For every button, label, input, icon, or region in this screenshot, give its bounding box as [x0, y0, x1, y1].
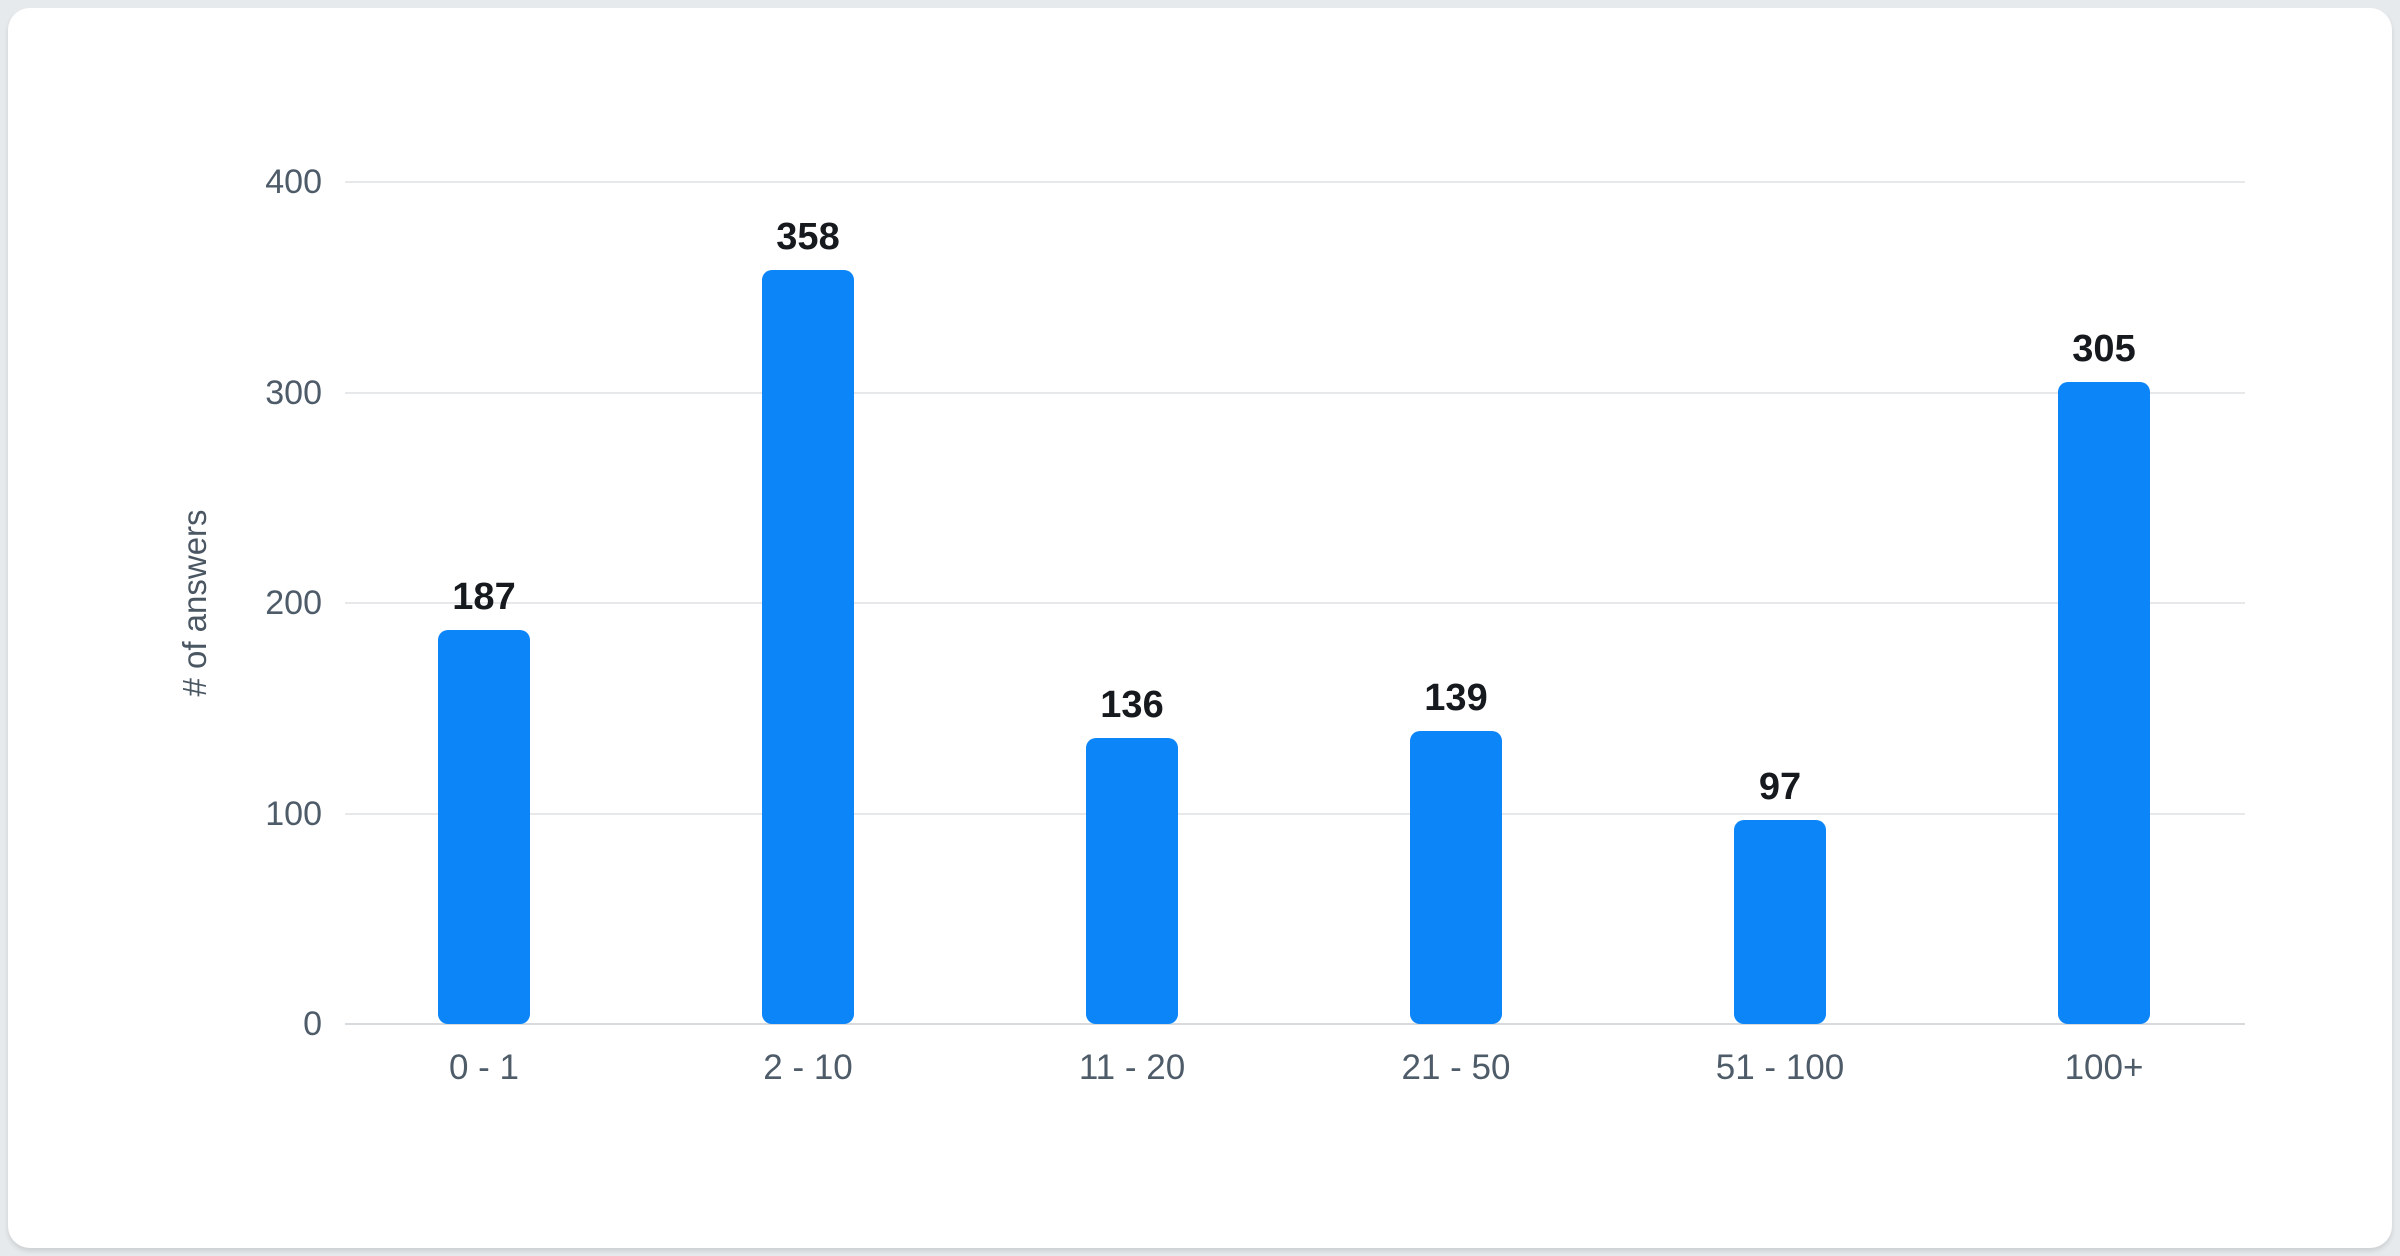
bar-value-label: 305 — [2072, 328, 2136, 370]
x-tick-label: 21 - 50 — [1401, 1048, 1511, 1087]
bar — [762, 270, 854, 1024]
y-tick-label: 100 — [265, 794, 322, 833]
bar-value-label: 136 — [1100, 684, 1164, 726]
x-tick-label: 100+ — [2064, 1048, 2144, 1087]
plot-area: 400 300 200 100 0 187 358 136 139 97 305 — [265, 165, 2245, 1085]
gridline-200 — [345, 602, 2245, 604]
bar-column: 136 — [982, 182, 1282, 1024]
bar-column: 305 — [1954, 182, 2254, 1024]
y-tick-label: 400 — [265, 163, 322, 201]
chart-card: # of answers 400 300 200 100 0 187 358 1… — [8, 8, 2392, 1248]
bar — [438, 630, 530, 1024]
x-axis-line — [345, 1023, 2245, 1025]
bar-value-label: 139 — [1424, 677, 1488, 719]
bar-column: 139 — [1306, 182, 1606, 1024]
y-axis-title: # of answers — [176, 509, 213, 697]
y-tick-label: 200 — [265, 584, 322, 622]
x-tick-label: 11 - 20 — [1078, 1048, 1186, 1087]
bar-column: 358 — [658, 182, 958, 1024]
x-tick-label: 51 - 100 — [1715, 1048, 1845, 1087]
bar — [1086, 738, 1178, 1024]
bar — [1410, 731, 1502, 1024]
y-tick-label: 0 — [303, 1005, 322, 1043]
x-tick-label: 0 - 1 — [448, 1048, 520, 1087]
bar-value-label: 358 — [776, 216, 840, 258]
y-tick-label: 300 — [265, 373, 322, 412]
bar-column: 187 — [334, 182, 634, 1024]
x-tick-label: 2 - 10 — [763, 1048, 853, 1087]
gridline-400 — [345, 181, 2245, 183]
gridline-300 — [345, 391, 2245, 394]
bar-value-label: 97 — [1758, 766, 1802, 808]
bar — [1734, 820, 1826, 1024]
gridline-100 — [345, 812, 2245, 815]
bar-column: 97 — [1630, 182, 1930, 1024]
bar — [2058, 382, 2150, 1024]
bar-value-label: 187 — [452, 576, 516, 618]
